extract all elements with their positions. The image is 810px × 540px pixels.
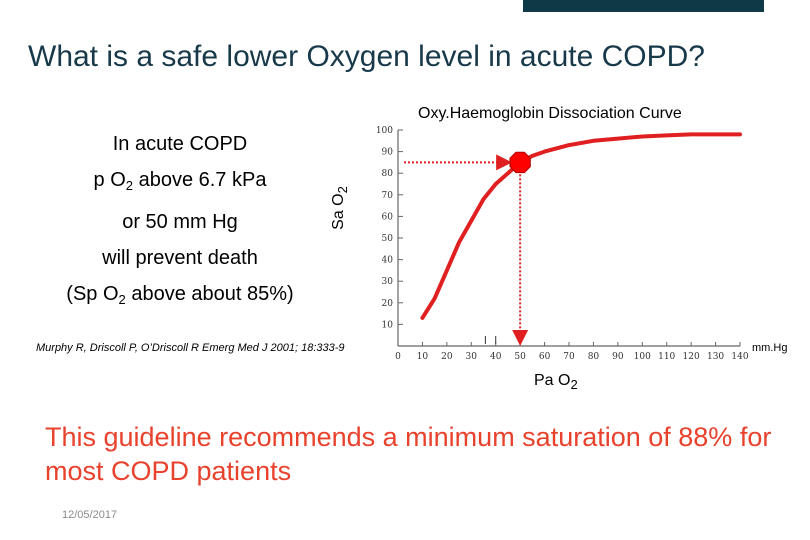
finding-line-2: p O2 above 6.7 kPa [93,169,267,193]
recommendation-text: This guideline recommends a minimum satu… [45,422,772,486]
x-axis-unit: mm.Hg [752,342,788,354]
x-tick-label: 100 [634,352,651,362]
x-tick-label: 0 [395,352,401,362]
finding-line-3: or 50 mm Hg [122,211,238,233]
x-tick-label: 70 [563,352,575,362]
y-axis-label: Sa O2 [330,186,350,230]
x-tick-label: 30 [466,352,478,362]
slide-date: 12/05/2017 [62,509,118,521]
y-tick-label: 90 [382,148,394,158]
x-tick-label: 60 [539,352,551,362]
y-tick-label: 70 [382,191,394,201]
y-tick-label: 20 [382,299,394,309]
finding-line-5: (Sp O2 above about 85%) [66,283,294,307]
threshold-point-marker [509,151,531,174]
x-axis-label: Pa O2 [534,372,578,392]
y-tick-label: 80 [382,169,394,179]
x-tick-label: 120 [683,352,700,362]
guide-arrows [404,154,529,346]
y-tick-label: 40 [382,256,394,266]
dissociation-curve [420,132,742,320]
dissociation-chart: 10 20 30 40 50 60 70 80 90 100 0 10 20 30 40 50 60 70 80 9… [376,126,749,362]
finding-line-4: will prevent death [102,247,258,269]
y-tick-label: 30 [382,277,394,287]
x-tick-label: 90 [612,352,624,362]
y-tick-label: 100 [376,126,393,136]
x-tick-label: 10 [417,352,429,362]
x-tick-label: 20 [441,352,453,362]
top-accent-bar [523,0,764,12]
x-tick-label: 40 [490,352,502,362]
y-tick-labels: 10 20 30 40 50 60 70 80 90 100 [376,126,403,330]
slide-title: What is a safe lower Oxygen level in acu… [28,40,705,73]
x-tick-label: 130 [707,352,724,362]
x-tick-label: 140 [731,352,748,362]
y-tick-label: 50 [382,234,394,244]
finding-line-1: In acute COPD [112,133,248,155]
chart-title: Oxy.Haemoglobin Dissociation Curve [418,105,682,122]
curve-markers [484,151,531,344]
x-tick-label: 50 [514,352,526,362]
x-tick-labels: 0 10 20 30 40 50 60 70 80 90 100 110 120 130 140 [395,342,749,362]
x-tick-label: 80 [588,352,600,362]
key-finding-text: In acute COPD p O2 above 6.7 kPa or 50 m… [30,126,330,318]
curve-series [420,132,742,320]
citation: Murphy R, Driscoll P, O’Driscoll R Emerg… [36,342,345,354]
y-tick-label: 60 [382,212,394,222]
x-tick-label: 110 [658,352,675,362]
y-tick-label: 10 [382,320,394,330]
